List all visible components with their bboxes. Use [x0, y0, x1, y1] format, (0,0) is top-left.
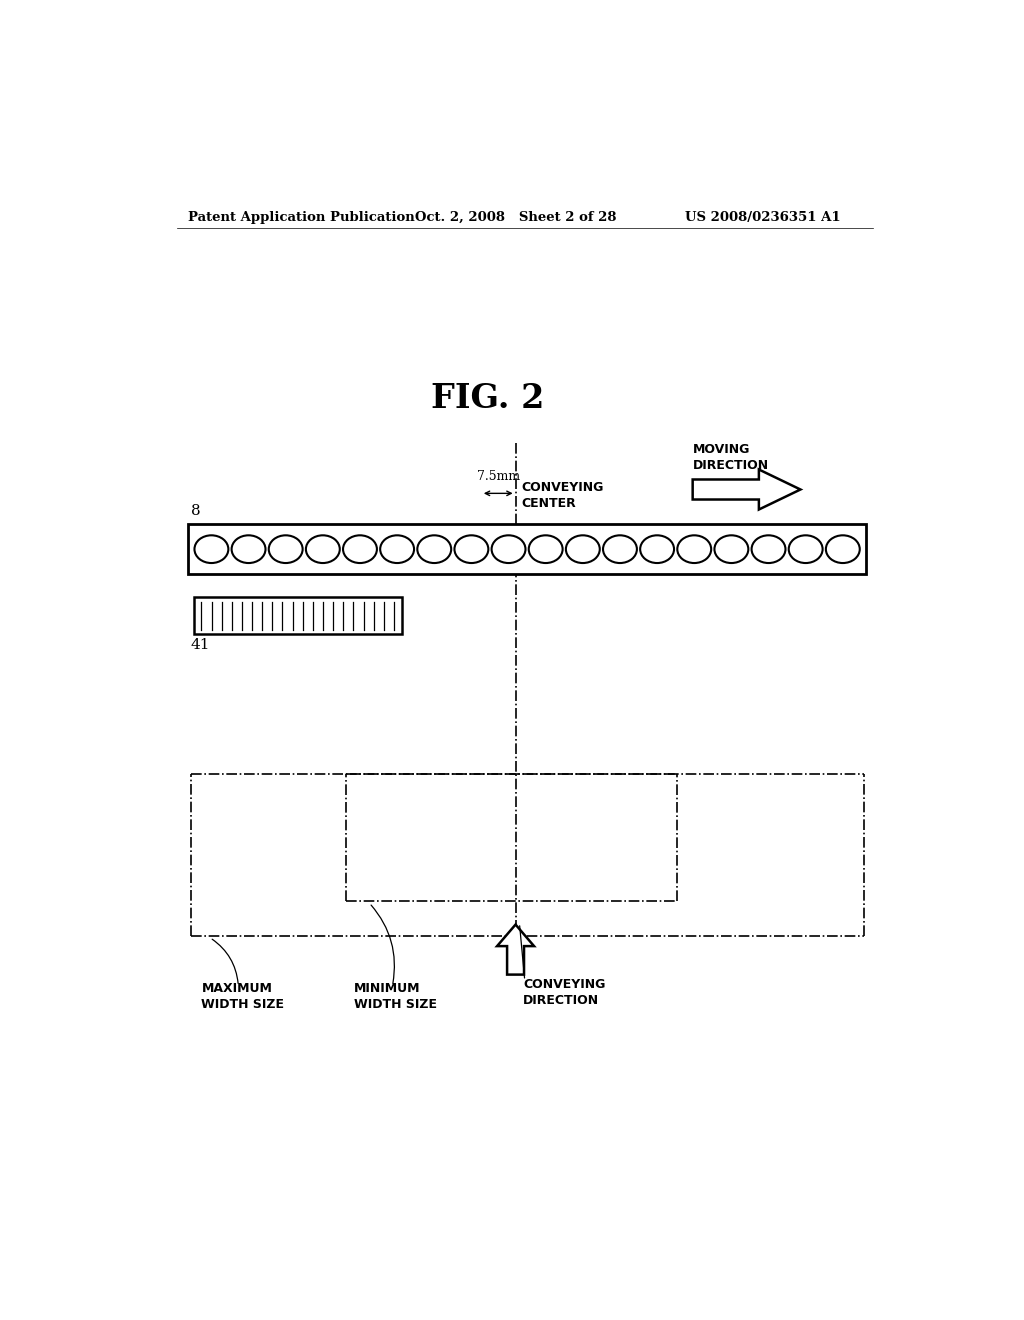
Text: MINIMUM
WIDTH SIZE: MINIMUM WIDTH SIZE	[354, 982, 437, 1011]
Text: CONVEYING
DIRECTION: CONVEYING DIRECTION	[523, 978, 605, 1007]
Ellipse shape	[418, 536, 452, 564]
Polygon shape	[497, 924, 535, 974]
Text: Oct. 2, 2008   Sheet 2 of 28: Oct. 2, 2008 Sheet 2 of 28	[416, 211, 616, 224]
Ellipse shape	[528, 536, 562, 564]
Ellipse shape	[752, 536, 785, 564]
Text: MOVING
DIRECTION: MOVING DIRECTION	[692, 444, 769, 473]
Ellipse shape	[603, 536, 637, 564]
Text: Patent Application Publication: Patent Application Publication	[188, 211, 415, 224]
Text: FIG. 2: FIG. 2	[431, 381, 544, 414]
Polygon shape	[692, 470, 801, 510]
Ellipse shape	[677, 536, 712, 564]
Text: 8: 8	[190, 504, 201, 517]
Ellipse shape	[231, 536, 265, 564]
Ellipse shape	[640, 536, 674, 564]
Ellipse shape	[715, 536, 749, 564]
Bar	[194, 597, 401, 635]
Ellipse shape	[268, 536, 303, 564]
Text: MAXIMUM
WIDTH SIZE: MAXIMUM WIDTH SIZE	[202, 982, 285, 1011]
Text: 41: 41	[190, 638, 210, 652]
Ellipse shape	[306, 536, 340, 564]
Ellipse shape	[195, 536, 228, 564]
Ellipse shape	[788, 536, 822, 564]
Ellipse shape	[826, 536, 860, 564]
Ellipse shape	[455, 536, 488, 564]
Ellipse shape	[566, 536, 600, 564]
Bar	[188, 524, 866, 574]
Text: US 2008/0236351 A1: US 2008/0236351 A1	[685, 211, 841, 224]
Text: 7.5mm: 7.5mm	[477, 470, 520, 483]
Ellipse shape	[380, 536, 414, 564]
Ellipse shape	[492, 536, 525, 564]
Ellipse shape	[343, 536, 377, 564]
Text: CONVEYING
CENTER: CONVEYING CENTER	[521, 480, 604, 510]
